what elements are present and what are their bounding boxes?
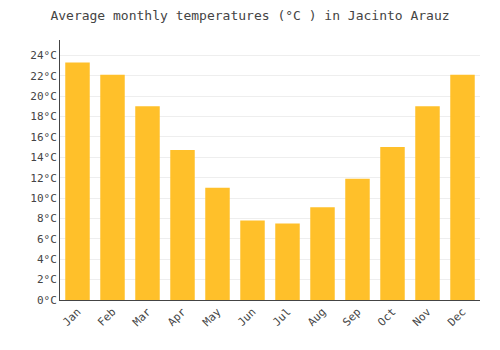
svg-text:Aug: Aug [305, 306, 328, 329]
svg-text:Jan: Jan [60, 306, 83, 329]
svg-text:Nov: Nov [410, 305, 434, 329]
svg-text:Jul: Jul [270, 306, 293, 329]
svg-text:22°C: 22°C [30, 70, 57, 83]
svg-text:10°C: 10°C [30, 192, 57, 205]
svg-text:18°C: 18°C [30, 110, 57, 123]
svg-text:2°C: 2°C [37, 273, 57, 286]
svg-text:Dec: Dec [445, 306, 468, 329]
svg-text:May: May [200, 305, 224, 329]
svg-text:0°C: 0°C [37, 294, 57, 307]
svg-text:14°C: 14°C [30, 151, 57, 164]
svg-text:Jun: Jun [235, 306, 258, 329]
svg-text:6°C: 6°C [37, 233, 57, 246]
svg-text:12°C: 12°C [30, 172, 57, 185]
svg-text:Mar: Mar [130, 305, 154, 329]
svg-text:Sep: Sep [340, 306, 363, 329]
svg-text:4°C: 4°C [37, 253, 57, 266]
svg-text:Average monthly temperatures (: Average monthly temperatures (°C ) in Ja… [50, 8, 449, 23]
svg-text:Feb: Feb [95, 306, 118, 329]
svg-text:24°C: 24°C [30, 49, 57, 62]
svg-text:Oct: Oct [375, 306, 398, 329]
svg-text:20°C: 20°C [30, 90, 57, 103]
svg-text:Apr: Apr [165, 305, 189, 329]
svg-text:8°C: 8°C [37, 212, 57, 225]
svg-text:16°C: 16°C [30, 131, 57, 144]
